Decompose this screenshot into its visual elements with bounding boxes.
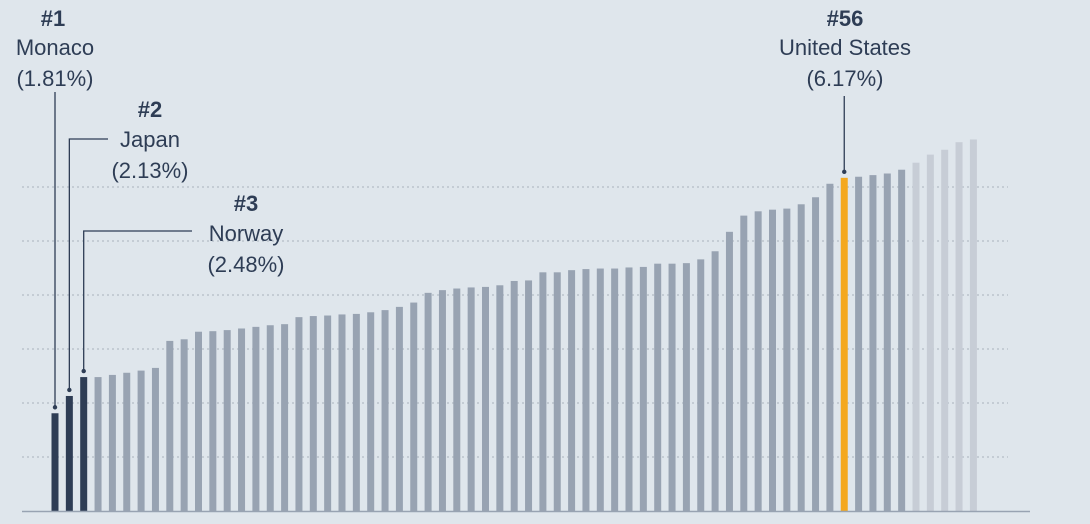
- leader-dot-1: [52, 405, 58, 410]
- bar: [252, 326, 260, 511]
- bar: [395, 306, 403, 511]
- callout-2-rank: #2: [138, 97, 162, 122]
- bar: [826, 183, 834, 511]
- bar: [367, 312, 375, 511]
- bar: [682, 263, 690, 511]
- leader-dot-3: [81, 368, 86, 374]
- callout-leader-lines: [52, 92, 847, 410]
- callout-56: #56 United States (6.17%): [779, 6, 911, 91]
- callout-3-name: Norway: [209, 221, 284, 246]
- bar: [769, 209, 776, 511]
- callout-56-value: (6.17%): [806, 66, 883, 91]
- bar: [352, 313, 360, 511]
- bar: [166, 340, 174, 511]
- bar: [381, 310, 389, 511]
- bar: [209, 331, 217, 511]
- bar: [137, 370, 145, 511]
- bar: [941, 149, 949, 512]
- bar: [510, 280, 518, 511]
- bar: [740, 215, 748, 511]
- callout-1-name: Monaco: [16, 35, 94, 60]
- bar: [611, 268, 619, 511]
- bar: [108, 374, 116, 511]
- callout-2-name: Japan: [120, 127, 180, 152]
- bar: [625, 267, 633, 511]
- bar: [467, 287, 475, 511]
- bar: [582, 269, 590, 511]
- bar: [424, 292, 432, 511]
- bar: [783, 208, 791, 511]
- bars: [51, 139, 977, 512]
- callout-56-rank: #56: [827, 6, 864, 31]
- bar: [855, 176, 863, 512]
- bar: [295, 317, 303, 511]
- bar: [539, 272, 547, 511]
- bar: [812, 197, 820, 511]
- bar: [654, 263, 662, 511]
- bar: [668, 263, 676, 511]
- bar: [195, 331, 202, 511]
- bar: [926, 154, 934, 511]
- bar: [898, 169, 906, 511]
- bar: [496, 285, 504, 511]
- bar: [266, 325, 274, 511]
- bar: [482, 286, 489, 511]
- callout-1: #1 Monaco (1.81%): [16, 6, 94, 91]
- bar: [338, 314, 346, 511]
- bar: [596, 268, 604, 511]
- leader-dot-56: [842, 169, 847, 175]
- bar: [754, 211, 762, 512]
- bar: [324, 315, 332, 511]
- callout-3: #3 Norway (2.48%): [207, 191, 284, 277]
- bar: [410, 302, 418, 511]
- bar-highlight: [840, 177, 848, 511]
- bar: [180, 339, 188, 511]
- bar: [281, 324, 289, 511]
- callout-3-value: (2.48%): [207, 252, 284, 277]
- bar: [969, 139, 977, 512]
- bar: [869, 175, 877, 511]
- callout-3-rank: #3: [234, 191, 258, 216]
- leader-line-3: [83, 230, 192, 372]
- bar-highlight: [80, 377, 88, 511]
- leader-line-2: [68, 138, 108, 390]
- bar: [453, 288, 461, 511]
- bar: [883, 173, 891, 511]
- bar: [553, 272, 561, 511]
- bar-highlight: [51, 413, 59, 511]
- callout-56-name: United States: [779, 35, 911, 60]
- bar: [955, 142, 963, 511]
- bar: [438, 290, 446, 511]
- callout-1-rank: #1: [41, 6, 65, 31]
- leader-dot-2: [67, 387, 72, 393]
- bar: [123, 372, 131, 511]
- bar: [568, 270, 576, 511]
- callout-2: #2 Japan (2.13%): [111, 97, 188, 183]
- bar: [309, 316, 317, 511]
- bar: [525, 280, 533, 511]
- bar: [94, 377, 102, 511]
- bar: [151, 367, 159, 511]
- callout-2-value: (2.13%): [111, 158, 188, 183]
- bar: [223, 330, 231, 511]
- bar: [725, 231, 733, 511]
- bar: [238, 328, 246, 511]
- bar-highlight: [65, 395, 73, 511]
- bar: [711, 251, 719, 511]
- bar: [912, 162, 920, 511]
- callout-1-value: (1.81%): [16, 66, 93, 91]
- bar: [697, 259, 705, 511]
- bar: [639, 266, 647, 511]
- bar: [797, 204, 805, 511]
